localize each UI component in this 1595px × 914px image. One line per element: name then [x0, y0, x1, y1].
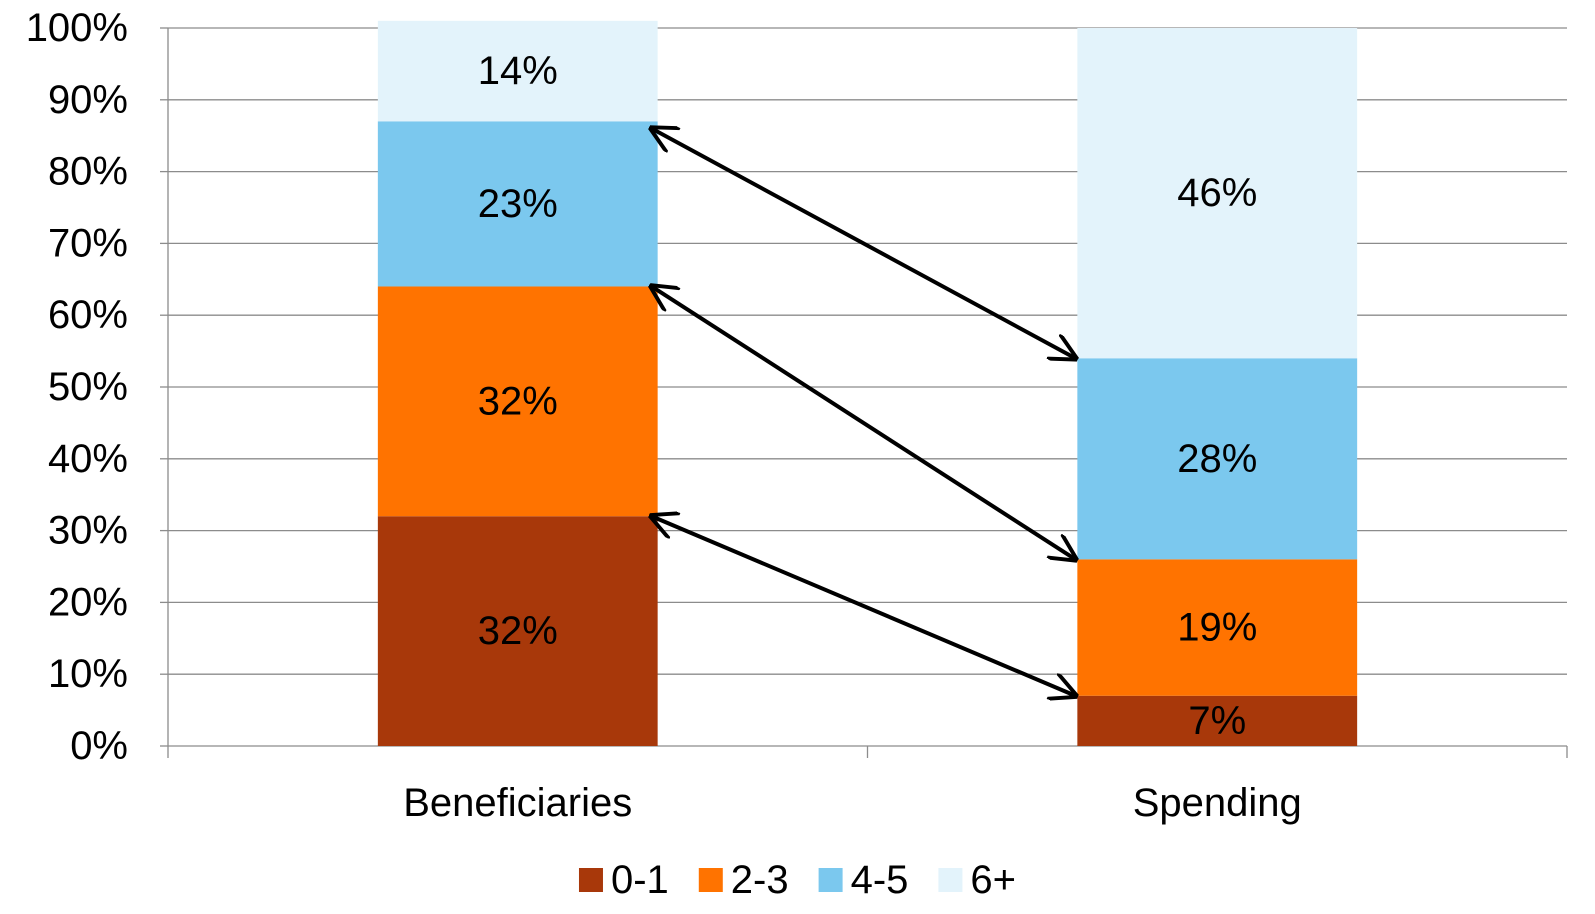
data-label: 32%	[478, 379, 558, 423]
y-tick-label: 0%	[70, 724, 128, 768]
data-label: 23%	[478, 182, 558, 226]
x-category-label: Spending	[1133, 781, 1302, 825]
bar-segment	[377, 121, 658, 287]
double-arrow	[652, 286, 1076, 559]
bar-segment	[1077, 358, 1358, 560]
axes: 0% 10% 20% 30% 40% 50% 60% 70% 80% 90% 100% Benefic…	[26, 6, 1568, 825]
bar-segment	[377, 20, 658, 122]
data-label: 7%	[1188, 699, 1246, 743]
x-category-label: Beneficiaries	[403, 781, 632, 825]
legend-swatch	[818, 868, 843, 892]
data-label: 46%	[1177, 171, 1257, 215]
bars	[377, 20, 1358, 746]
y-tick-label: 50%	[48, 365, 128, 409]
legend-label: 4-5	[851, 858, 909, 902]
annotation-arrows	[652, 129, 1076, 696]
legend-label: 6+	[970, 858, 1016, 902]
data-labels: 32% 32% 23% 14% 7% 19% 28% 46%	[478, 49, 1258, 743]
bar-segment	[1077, 559, 1358, 696]
data-label: 14%	[478, 49, 558, 93]
data-label: 19%	[1177, 606, 1257, 650]
y-tick-label: 10%	[48, 652, 128, 696]
y-tick-label: 30%	[48, 509, 128, 553]
bar-segment	[377, 286, 658, 517]
y-tick-label: 40%	[48, 437, 128, 481]
bar-segment	[377, 516, 658, 746]
y-tick-label: 70%	[48, 221, 128, 265]
data-label: 28%	[1177, 437, 1257, 481]
y-tick-label: 100%	[26, 6, 128, 50]
legend-label: 0-1	[611, 858, 669, 902]
legend-label: 2-3	[731, 858, 789, 902]
bar-segment	[1077, 28, 1358, 359]
y-tick-label: 90%	[48, 78, 128, 122]
y-tick-label: 20%	[48, 580, 128, 624]
legend: 0-1 2-3 4-5 6+	[578, 858, 1016, 902]
legend-swatch	[938, 868, 963, 892]
legend-swatch	[698, 868, 723, 892]
legend-swatch	[578, 868, 603, 892]
y-tick-label: 60%	[48, 293, 128, 337]
y-tick-label: 80%	[48, 150, 128, 194]
bar-segment	[1077, 695, 1358, 746]
data-label: 32%	[478, 609, 558, 653]
double-arrow	[652, 516, 1076, 696]
